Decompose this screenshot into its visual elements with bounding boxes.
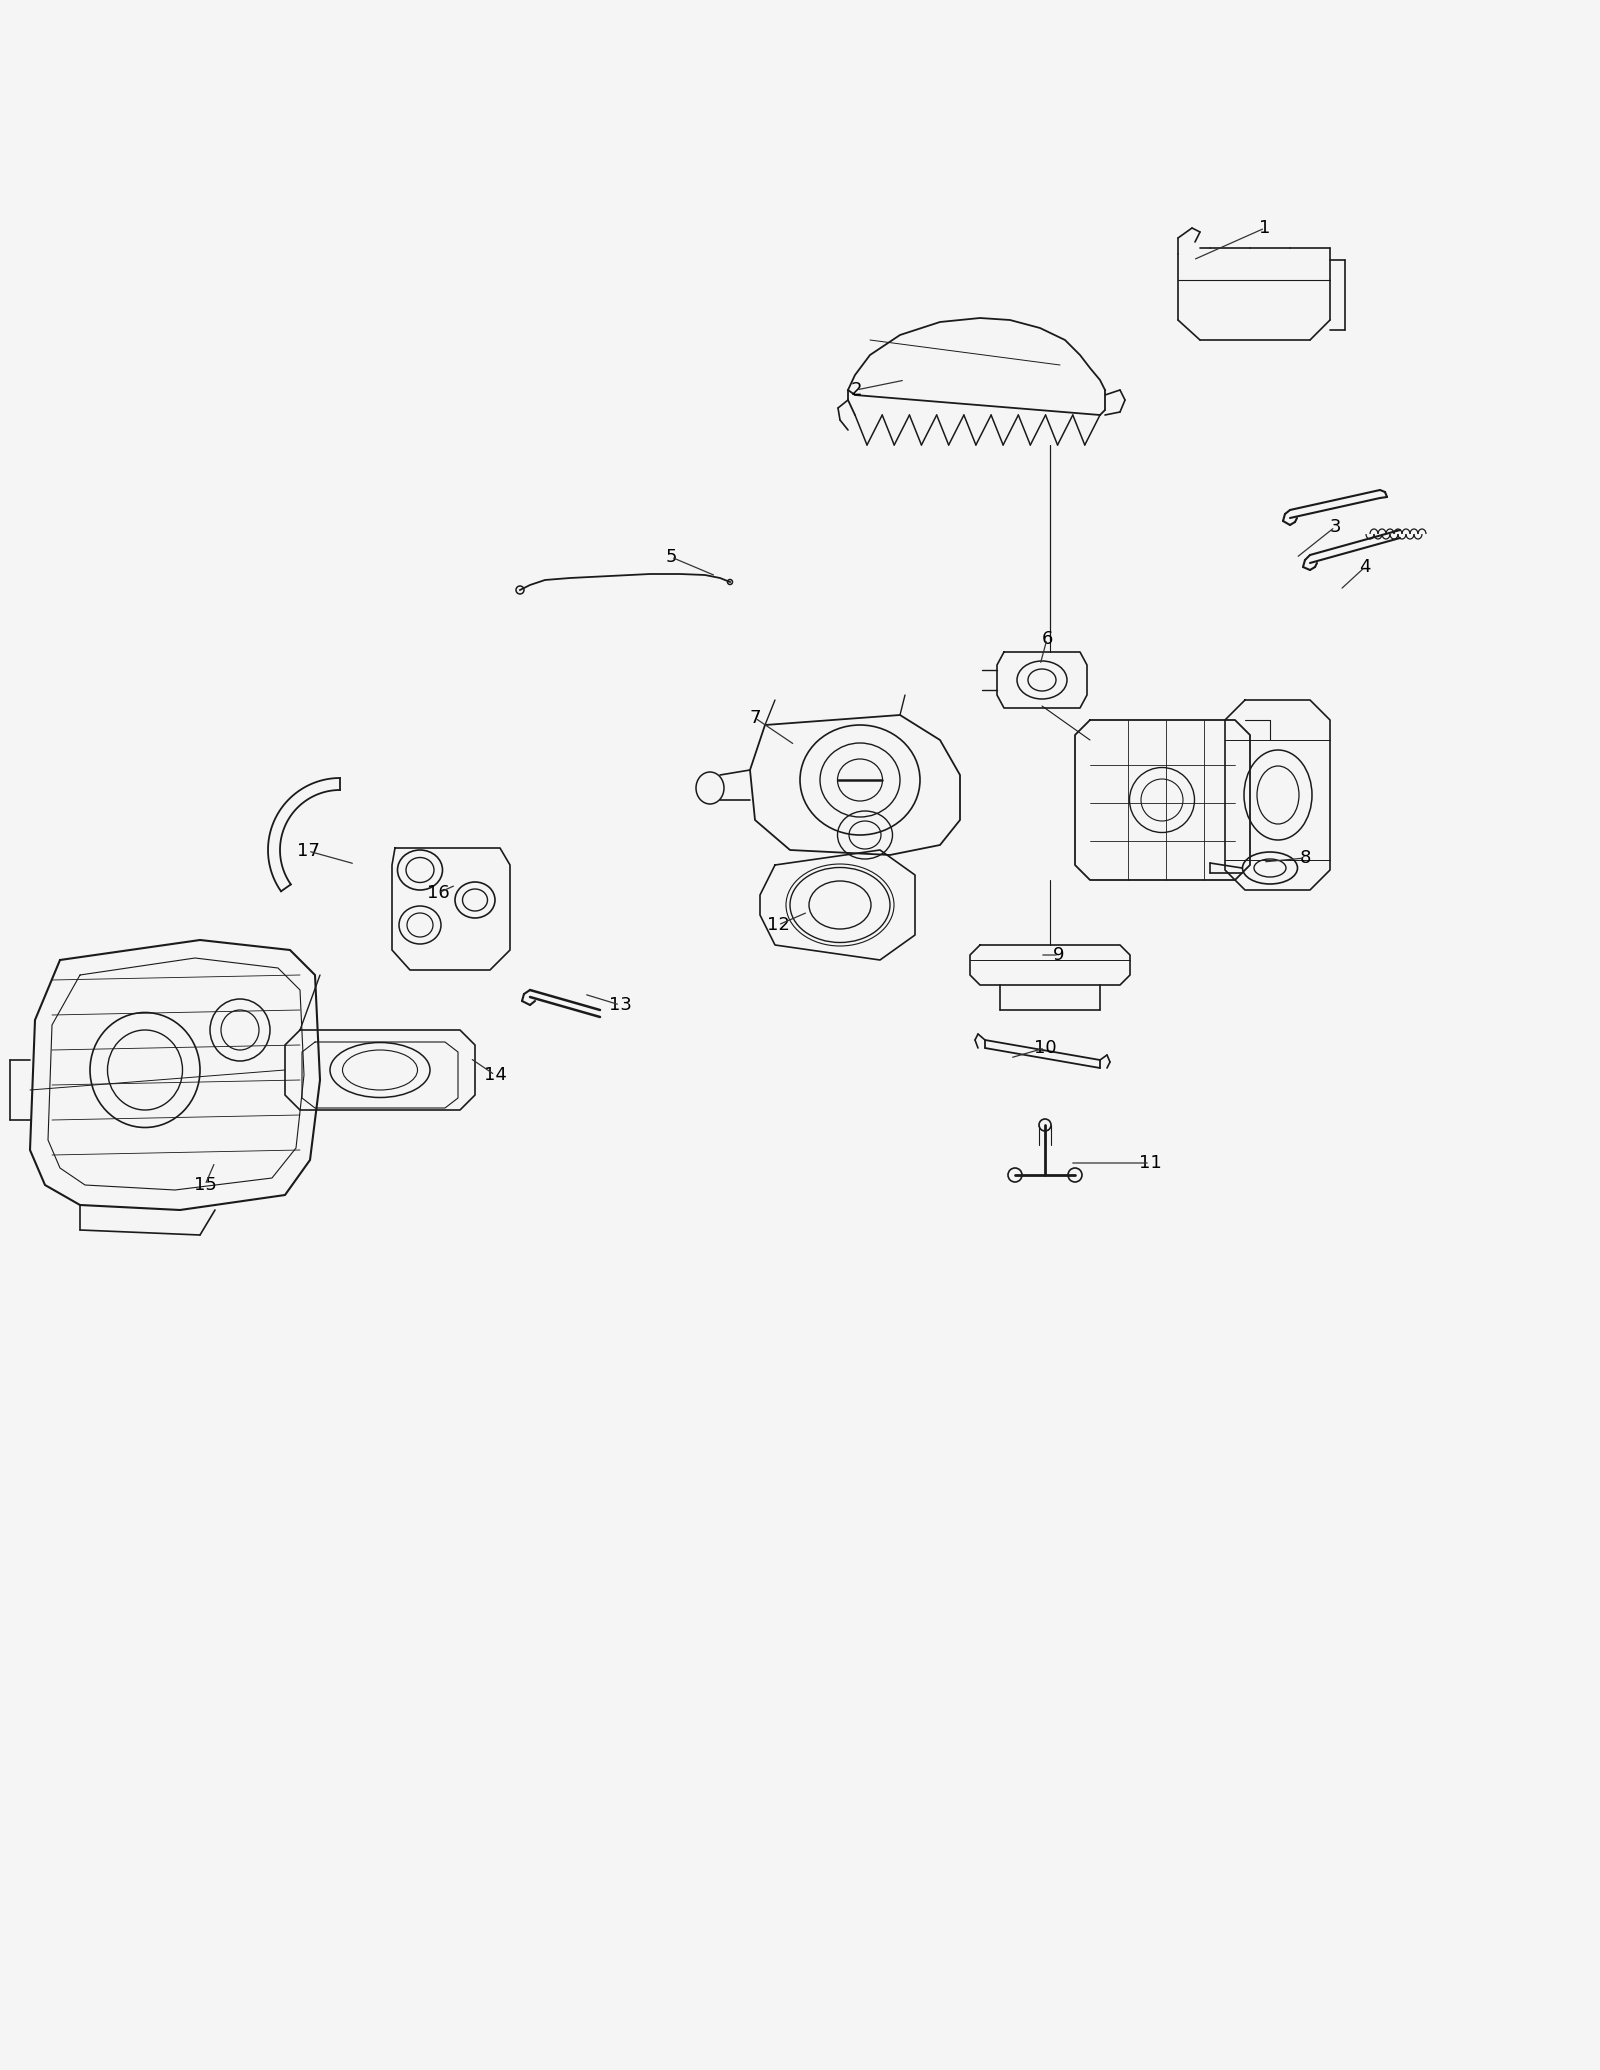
Text: 9: 9 <box>1053 946 1064 965</box>
Text: 3: 3 <box>1330 518 1341 536</box>
Text: 15: 15 <box>194 1176 216 1194</box>
Text: 2: 2 <box>850 381 862 400</box>
Text: 16: 16 <box>427 884 450 903</box>
Text: 6: 6 <box>1042 629 1053 648</box>
Text: 13: 13 <box>608 996 632 1014</box>
Text: 14: 14 <box>483 1066 507 1085</box>
Text: 10: 10 <box>1034 1039 1056 1058</box>
Text: 12: 12 <box>766 917 789 934</box>
Text: 11: 11 <box>1139 1153 1162 1172</box>
Text: 4: 4 <box>1360 559 1371 575</box>
Text: 8: 8 <box>1299 849 1310 867</box>
Text: 5: 5 <box>666 549 677 565</box>
Text: 1: 1 <box>1259 219 1270 236</box>
Text: 7: 7 <box>749 710 760 727</box>
Text: 17: 17 <box>296 842 320 859</box>
